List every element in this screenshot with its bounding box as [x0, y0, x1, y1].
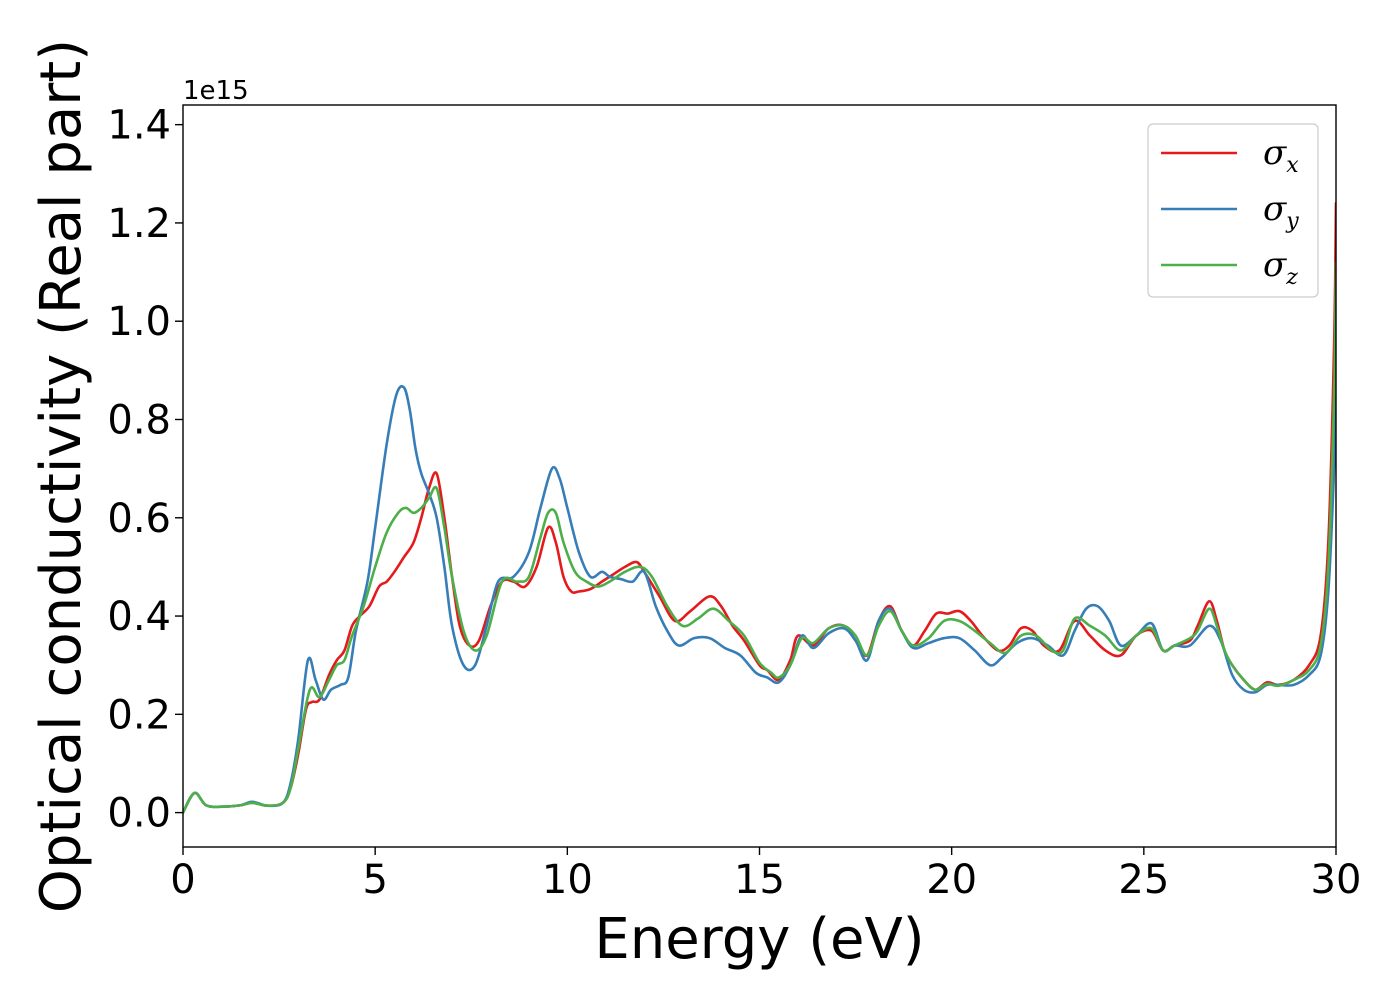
y-axis-label: Optical conductivity (Real part) [29, 39, 94, 913]
y-axis: 0.0 0.2 0.4 0.6 0.8 1.0 1.2 1.4 [107, 103, 183, 837]
y-tick-label: 1.0 [107, 299, 171, 345]
y-tick-label: 1.2 [107, 201, 171, 247]
legend-subscript: x [1286, 153, 1299, 178]
legend-subscript: y [1285, 209, 1299, 234]
x-tick-label: 5 [362, 857, 387, 903]
x-axis: 0 5 10 15 20 25 30 [170, 847, 1361, 903]
y-tick-label: 0.6 [107, 496, 171, 542]
x-tick-label: 25 [1118, 857, 1169, 903]
x-tick-label: 30 [1311, 857, 1362, 903]
legend-label-sigma-y: σy [1263, 189, 1299, 234]
x-axis-label: Energy (eV) [594, 907, 924, 972]
series-line-sigma-z [183, 260, 1336, 814]
y-tick-label: 0.2 [107, 692, 171, 738]
legend-symbol: σ [1263, 133, 1287, 173]
legend-frame [1147, 123, 1319, 298]
y-offset-label: 1e15 [183, 76, 249, 106]
series-line-sigma-y [183, 385, 1336, 814]
legend-symbol: σ [1263, 245, 1287, 285]
legend-symbol: σ [1263, 189, 1287, 229]
series-layer [183, 201, 1336, 814]
y-tick-label: 0.8 [107, 397, 171, 443]
x-tick-label: 15 [734, 857, 785, 903]
y-tick-label: 1.4 [107, 103, 171, 149]
legend-label-sigma-x: σx [1263, 133, 1299, 178]
x-tick-label: 20 [926, 857, 977, 903]
y-tick-label: 0.4 [107, 594, 171, 640]
y-tick-label: 0.0 [107, 791, 171, 837]
x-tick-label: 0 [170, 857, 195, 903]
legend-subscript: z [1285, 265, 1298, 290]
legend-label-sigma-z: σz [1263, 245, 1298, 290]
x-tick-label: 10 [542, 857, 593, 903]
